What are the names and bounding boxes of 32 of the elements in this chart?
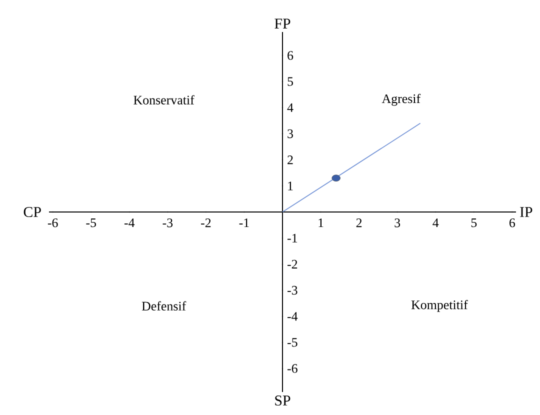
x-tick-label: -1 [239, 218, 249, 228]
x-tick-label: -3 [162, 218, 173, 228]
y-tick-label: -2 [288, 260, 298, 268]
annotation: Kompetitif [411, 300, 468, 312]
y-tick-label: -4 [288, 312, 298, 321]
y-tick-label: 3 [288, 129, 293, 138]
y-tick-label: 2 [288, 156, 293, 164]
x-tick-label: -2 [201, 218, 211, 228]
annotation: Agresif [382, 94, 421, 106]
x-tick-label: -4 [124, 218, 135, 228]
annotation: Defensif [142, 301, 186, 311]
x-tick-label: 2 [356, 218, 362, 228]
x-tick-label: 1 [318, 218, 324, 228]
x-tick-label: -6 [48, 218, 58, 228]
x-tick-label: -5 [86, 218, 96, 228]
y-tick-label: -5 [288, 338, 298, 347]
y-tick-label: 5 [288, 77, 293, 86]
y-tick-label: -1 [288, 234, 298, 242]
x-tick-label: 6 [509, 218, 516, 228]
y-tick-label: 1 [288, 182, 293, 190]
text: CP [24, 206, 41, 218]
x-tick-label: 5 [471, 218, 477, 228]
x-tick-label: 4 [432, 218, 439, 228]
y-tick-label: 6 [288, 51, 294, 60]
y-tick-label: -3 [288, 286, 298, 295]
y-tick-label: -6 [288, 364, 298, 373]
x-tick-label: 3 [394, 218, 400, 228]
text: SP [275, 396, 290, 406]
y-axis-title: FP [274, 18, 290, 28]
x-axis-title: IP [520, 207, 532, 217]
annotation: Konservatif [134, 95, 194, 104]
y-tick-label: 4 [287, 103, 294, 112]
